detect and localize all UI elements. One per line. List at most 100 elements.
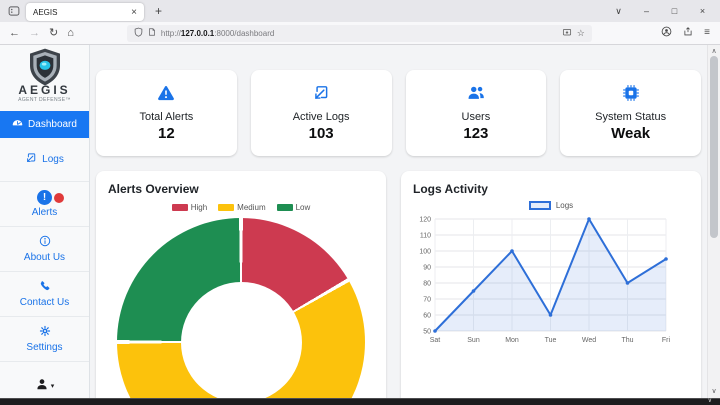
svg-text:110: 110 xyxy=(420,233,431,240)
stat-value: 12 xyxy=(158,125,175,142)
back-icon[interactable]: ← xyxy=(9,26,20,39)
charts-row: Alerts Overview High Medium Low Logs Act… xyxy=(96,171,701,405)
alerts-donut-chart xyxy=(117,218,365,405)
legend-swatch-high xyxy=(171,204,188,211)
svg-text:Wed: Wed xyxy=(582,337,596,344)
stat-value: Weak xyxy=(611,125,651,142)
tab-list-icon[interactable]: ∨ xyxy=(615,5,622,16)
sidebar-item-label: Alerts xyxy=(31,207,58,218)
svg-text:Tue: Tue xyxy=(545,337,557,344)
user-menu[interactable]: ▾ xyxy=(0,367,89,405)
legend-item-low[interactable]: Low xyxy=(276,203,311,212)
share-icon[interactable] xyxy=(683,24,693,42)
aegis-shield-logo xyxy=(29,48,60,86)
chevron-down-icon: ▾ xyxy=(50,383,55,390)
reload-icon[interactable]: ↻ xyxy=(49,26,59,39)
legend-label: Low xyxy=(295,203,311,212)
taskbar-edge: ∨ xyxy=(0,398,720,405)
bookmark-star-icon[interactable]: ☆ xyxy=(576,27,585,38)
logs-line-chart: 50 60 70 80 90 100 110 120 Sat Sun Mon Tue Wed Thu Fri xyxy=(419,217,670,345)
tab-close-icon[interactable]: × xyxy=(131,6,137,18)
svg-text:90: 90 xyxy=(423,265,431,272)
stat-card-users: Users 123 xyxy=(405,70,547,156)
legend-item-medium[interactable]: Medium xyxy=(218,203,266,212)
legend-item-high[interactable]: High xyxy=(171,203,208,212)
sidebar-item-dashboard[interactable]: Dashboard xyxy=(0,111,89,138)
sidebar-item-label: About Us xyxy=(23,252,66,263)
svg-text:Sat: Sat xyxy=(430,337,441,344)
scroll-down-icon[interactable]: ∨ xyxy=(711,388,717,395)
menu-icon[interactable]: ≡ xyxy=(704,27,710,38)
phone-icon xyxy=(39,280,51,295)
close-window-button[interactable]: × xyxy=(699,6,706,16)
stat-card-system-status: System Status Weak xyxy=(560,70,701,156)
scrollbar-thumb[interactable] xyxy=(710,56,718,238)
sidebar-item-about-us[interactable]: About Us xyxy=(0,227,89,272)
sidebar: AEGIS AGENT DEFENSE™ Dashboard Logs ! Al… xyxy=(0,45,90,405)
people-icon xyxy=(467,84,485,107)
browser-tab-bar: AEGIS × + ∨ – □ × xyxy=(0,0,720,22)
maximize-button[interactable]: □ xyxy=(671,6,678,16)
legend-swatch-medium xyxy=(218,204,235,211)
alerts-overview-title: Alerts Overview xyxy=(108,182,199,196)
svg-text:Thu: Thu xyxy=(621,337,633,344)
logs-icon xyxy=(25,152,37,167)
cpu-icon xyxy=(622,84,640,107)
scrollbar-bottom-chevron-icon: ∨ xyxy=(707,398,712,404)
dashboard-main: Total Alerts 12 Active Logs 103 Users 12… xyxy=(90,45,707,405)
donut-legend: High Medium Low xyxy=(108,203,374,212)
svg-text:50: 50 xyxy=(423,329,431,336)
gear-icon xyxy=(39,325,51,340)
stat-label: System Status xyxy=(595,111,667,123)
alert-triangle-icon xyxy=(157,84,175,107)
scroll-up-icon[interactable]: ∧ xyxy=(711,48,717,55)
browser-toolbar: ← → ↻ ⌂ http://127.0.0.1:8000/dashboard … xyxy=(0,22,720,45)
stat-label: Users xyxy=(461,111,491,123)
stat-value: 123 xyxy=(463,125,489,142)
url-path: :8000/dashboard xyxy=(214,28,275,38)
new-tab-button[interactable]: + xyxy=(155,4,163,18)
svg-text:70: 70 xyxy=(423,297,431,304)
url-host: 127.0.0.1 xyxy=(180,28,215,38)
shield-icon[interactable] xyxy=(134,24,143,42)
sidebar-item-settings[interactable]: Settings xyxy=(0,317,89,362)
svg-text:Sun: Sun xyxy=(467,337,480,344)
legend-swatch-low xyxy=(276,204,293,211)
logs-activity-title: Logs Activity xyxy=(413,182,488,196)
svg-text:Mon: Mon xyxy=(505,337,519,344)
forward-icon[interactable]: → xyxy=(29,26,40,39)
site-info-icon[interactable] xyxy=(148,24,156,42)
line-legend[interactable]: Logs xyxy=(413,201,689,210)
logo-block: AEGIS AGENT DEFENSE™ xyxy=(0,45,89,111)
legend-swatch-logs xyxy=(528,201,551,210)
minimize-button[interactable]: – xyxy=(643,6,649,16)
legend-label: Medium xyxy=(237,203,266,212)
donut-hole xyxy=(180,281,302,403)
browser-tab[interactable]: AEGIS × xyxy=(26,3,144,21)
sidebar-item-alerts[interactable]: ! Alerts xyxy=(0,182,89,227)
info-icon xyxy=(39,235,51,250)
svg-text:60: 60 xyxy=(423,313,431,320)
stat-label: Total Alerts xyxy=(139,111,194,123)
stat-card-active-logs: Active Logs 103 xyxy=(250,70,392,156)
stat-card-total-alerts: Total Alerts 12 xyxy=(96,70,237,156)
sidebar-item-label: Settings xyxy=(26,342,63,353)
sidebar-item-contact-us[interactable]: Contact Us xyxy=(0,272,89,317)
sidebar-item-label: Contact Us xyxy=(19,297,70,308)
url-text[interactable]: http://127.0.0.1:8000/dashboard xyxy=(161,29,557,38)
url-scheme: http:// xyxy=(160,28,181,38)
save-page-icon[interactable] xyxy=(562,24,572,42)
url-bar[interactable]: http://127.0.0.1:8000/dashboard ☆ xyxy=(126,24,592,42)
sidebar-item-logs[interactable]: Logs xyxy=(0,138,89,182)
stat-label: Active Logs xyxy=(292,111,350,123)
stats-row: Total Alerts 12 Active Logs 103 Users 12… xyxy=(96,70,701,156)
firefox-view-icon[interactable] xyxy=(6,4,21,19)
svg-text:100: 100 xyxy=(419,249,431,256)
person-icon xyxy=(35,377,49,396)
home-icon[interactable]: ⌂ xyxy=(67,26,74,39)
legend-label: High xyxy=(190,203,208,212)
svg-text:80: 80 xyxy=(423,281,431,288)
account-icon[interactable] xyxy=(661,24,672,42)
page-scrollbar[interactable]: ∧ ∨ xyxy=(707,45,720,405)
sidebar-item-label: Logs xyxy=(42,154,64,165)
